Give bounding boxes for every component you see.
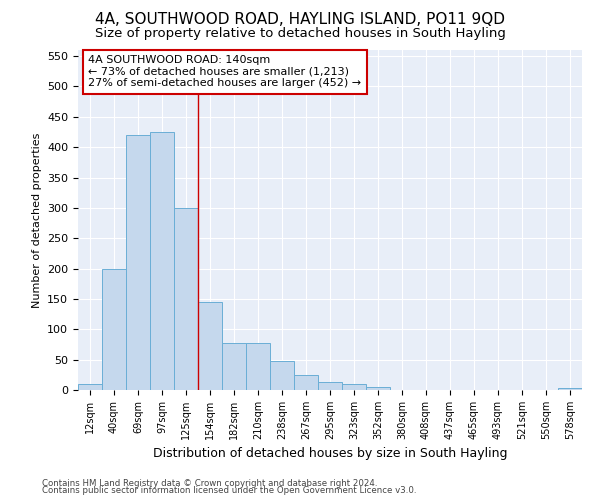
Bar xyxy=(126,135,150,390)
Bar xyxy=(78,384,102,390)
Bar xyxy=(246,342,270,390)
Text: 4A, SOUTHWOOD ROAD, HAYLING ISLAND, PO11 9QD: 4A, SOUTHWOOD ROAD, HAYLING ISLAND, PO11… xyxy=(95,12,505,28)
Y-axis label: Number of detached properties: Number of detached properties xyxy=(32,132,41,308)
Text: Size of property relative to detached houses in South Hayling: Size of property relative to detached ho… xyxy=(95,28,505,40)
Bar xyxy=(102,268,126,390)
X-axis label: Distribution of detached houses by size in South Hayling: Distribution of detached houses by size … xyxy=(153,448,507,460)
Bar xyxy=(174,208,198,390)
Bar xyxy=(150,132,174,390)
Bar xyxy=(294,375,318,390)
Bar xyxy=(558,388,582,390)
Bar xyxy=(318,382,342,390)
Bar xyxy=(198,302,222,390)
Bar xyxy=(222,342,246,390)
Bar xyxy=(366,387,390,390)
Text: 4A SOUTHWOOD ROAD: 140sqm
← 73% of detached houses are smaller (1,213)
27% of se: 4A SOUTHWOOD ROAD: 140sqm ← 73% of detac… xyxy=(88,55,361,88)
Text: Contains public sector information licensed under the Open Government Licence v3: Contains public sector information licen… xyxy=(42,486,416,495)
Bar xyxy=(342,384,366,390)
Text: Contains HM Land Registry data © Crown copyright and database right 2024.: Contains HM Land Registry data © Crown c… xyxy=(42,478,377,488)
Bar xyxy=(270,361,294,390)
